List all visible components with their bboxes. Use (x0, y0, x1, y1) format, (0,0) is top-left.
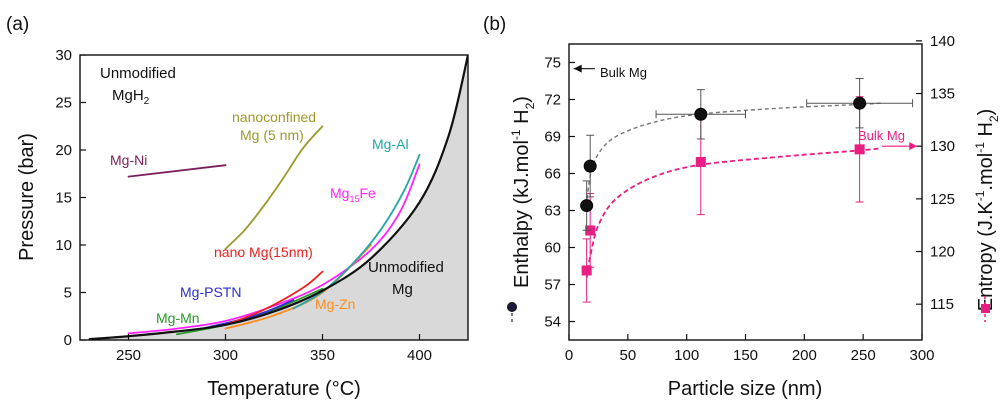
series-line-nano-mg-15nm (224, 270, 324, 326)
panel-b-x-tick-label: 150 (733, 347, 758, 364)
panel-b-x-tick-label: 100 (674, 347, 699, 364)
series-line-mg-pstn (205, 299, 295, 329)
panel-b-right-y-tick-label: 135 (930, 86, 955, 103)
panel-b-left-y-tick-label: 54 (544, 314, 561, 331)
mg15fe-label: Mg15Fe (330, 185, 376, 204)
panel-b-x-tick-label: 0 (565, 347, 573, 364)
bulk-mg-entropy-label: Bulk Mg (858, 128, 905, 143)
panel-b-right-y-axis-label: Entropy (J.K-1.mol-1 H2) (973, 109, 1001, 312)
panel-a-chart: 250 300 350 400 0 5 10 15 20 25 30 Unmodified MgH2… (16, 47, 469, 400)
series-line-mg-al (292, 153, 421, 310)
series-line-unmodified (88, 55, 468, 340)
mg-pstn-label: Mg-PSTN (180, 284, 241, 300)
enthalpy-fit-curve (585, 102, 881, 206)
nanoconfined-label-line2: Mg (5 nm) (240, 127, 304, 143)
panel-b-x-tick-label: 250 (851, 347, 876, 364)
panel-b-right-y-tick-label: 140 (930, 33, 955, 50)
panel-a-label: (a) (6, 14, 29, 35)
panel-b-left-y-tick-label: 60 (544, 240, 561, 257)
nanoconfined-label-line1: nanoconfined (232, 109, 316, 125)
enthalpy-point (583, 159, 597, 173)
enthalpy-label-sup: -1 (509, 129, 523, 140)
series-line-nanoconfined-mg-5-nm (224, 125, 324, 250)
panel-b-right-y-label-group: Entropy (J.K-1.mol-1 H2) (973, 109, 1001, 312)
entropy-label-sup1: -1 (973, 190, 987, 201)
entropy-fit-curve (585, 147, 881, 279)
panel-b-x-tick-label: 200 (792, 347, 817, 364)
mgh2-sub: 2 (144, 96, 150, 107)
panel-b-left-y-tick-label: 75 (544, 55, 561, 72)
panel-b-x-tick-label: 50 (619, 347, 636, 364)
entropy-point (695, 156, 706, 167)
series-line-mg15fe (127, 163, 421, 335)
unmodified-mg-label-line1: Unmodified (368, 259, 444, 276)
panel-a-x-tick-label: 350 (310, 347, 335, 364)
panel-b-frame (568, 43, 923, 341)
series-line-mg-ni (127, 164, 227, 178)
panel-b-left-y-axis-label: Enthalpy (kJ.mol-1 H2) (509, 96, 537, 288)
panel-a-y-tick-label: 15 (55, 190, 72, 207)
panel-b-right-y-tick-label: 125 (930, 191, 955, 208)
mg15fe-tail: Fe (359, 185, 376, 201)
panel-b-left-y-tick-label: 57 (544, 277, 561, 294)
panel-a-y-tick-label: 30 (55, 47, 72, 64)
mg15fe-sub: 15 (349, 194, 359, 204)
mgh2-main: MgH (112, 87, 144, 104)
enthalpy-legend-marker (507, 302, 517, 323)
unmodified-mg-region-shading (89, 55, 468, 340)
entropy-label-close: ) (975, 109, 997, 116)
panel-b-x-axis-label: Particle size (nm) (668, 378, 822, 400)
enthalpy-point (853, 96, 867, 110)
panel-a-x-tick-label: 400 (407, 347, 432, 364)
mg-mn-label: Mg-Mn (156, 310, 200, 326)
entropy-label-mol: .mol (975, 153, 997, 191)
panel-a-y-tick-label: 20 (55, 142, 72, 159)
panel-b-left-y-label-group: Enthalpy (kJ.mol-1 H2) (509, 96, 537, 288)
panel-b-left-y-tick-label: 72 (544, 92, 561, 109)
panel-b-left-y-tick-label: 69 (544, 129, 561, 146)
mg-ni-label: Mg-Ni (110, 152, 147, 168)
panel-a-x-tick-label: 250 (116, 347, 141, 364)
panel-b-chart: 0 50 100 150 200 250 300 54 57 60 63 66 69 72 75 115 120… (507, 33, 1001, 400)
panel-a-y-tick-label: 25 (55, 95, 72, 112)
bulk-mg-enthalpy-arrowhead (573, 64, 582, 73)
mg-zn-label: Mg-Zn (315, 296, 355, 312)
enthalpy-point (694, 107, 708, 121)
panel-b-label: (b) (483, 14, 506, 35)
panel-b-x-tick-label: 300 (909, 347, 934, 364)
entropy-label-h: H (975, 122, 997, 142)
panel-a-x-tick-label: 300 (213, 347, 238, 364)
entropy-legend-marker (981, 296, 990, 322)
panel-b-right-y-tick-label: 130 (930, 138, 955, 155)
entropy-point (854, 144, 865, 155)
entropy-label-part: Entropy (J.K (975, 201, 997, 312)
unmodified-mgh2-label-line1: Unmodified (100, 65, 176, 82)
nano-mg-15nm-label: nano Mg(15nm) (214, 244, 313, 260)
enthalpy-label-part: Enthalpy (kJ.mol (511, 140, 533, 288)
panel-b-right-y-tick-label: 115 (930, 296, 954, 313)
mg15fe-main: Mg (330, 185, 349, 201)
panel-b-left-y-tick-label: 66 (544, 166, 561, 183)
mg-al-label: Mg-Al (372, 136, 409, 152)
panel-b-right-y-tick-label: 120 (930, 244, 955, 261)
panel-a-y-tick-label: 5 (64, 285, 72, 302)
panel-a-x-axis-label: Temperature (°C) (207, 378, 361, 400)
entropy-point (581, 265, 592, 276)
enthalpy-label-h: H (511, 109, 533, 129)
unmodified-mgh2-label-line2: MgH2 (112, 87, 150, 107)
panel-a-y-tick-label: 0 (64, 332, 72, 349)
bulk-mg-entropy-arrowhead (909, 142, 918, 151)
entropy-label-sub: 2 (987, 115, 1001, 122)
enthalpy-label-sub: 2 (523, 102, 537, 109)
unmodified-mg-label-line2: Mg (392, 281, 413, 298)
panel-a-y-axis-label: Pressure (bar) (16, 133, 38, 261)
bulk-mg-enthalpy-label: Bulk Mg (600, 65, 647, 80)
enthalpy-label-close: ) (511, 96, 533, 103)
panel-a-y-tick-label: 10 (55, 237, 72, 254)
entropy-label-sup2: -1 (973, 142, 987, 153)
enthalpy-point (580, 199, 594, 213)
panel-b-left-y-tick-label: 63 (544, 203, 561, 220)
